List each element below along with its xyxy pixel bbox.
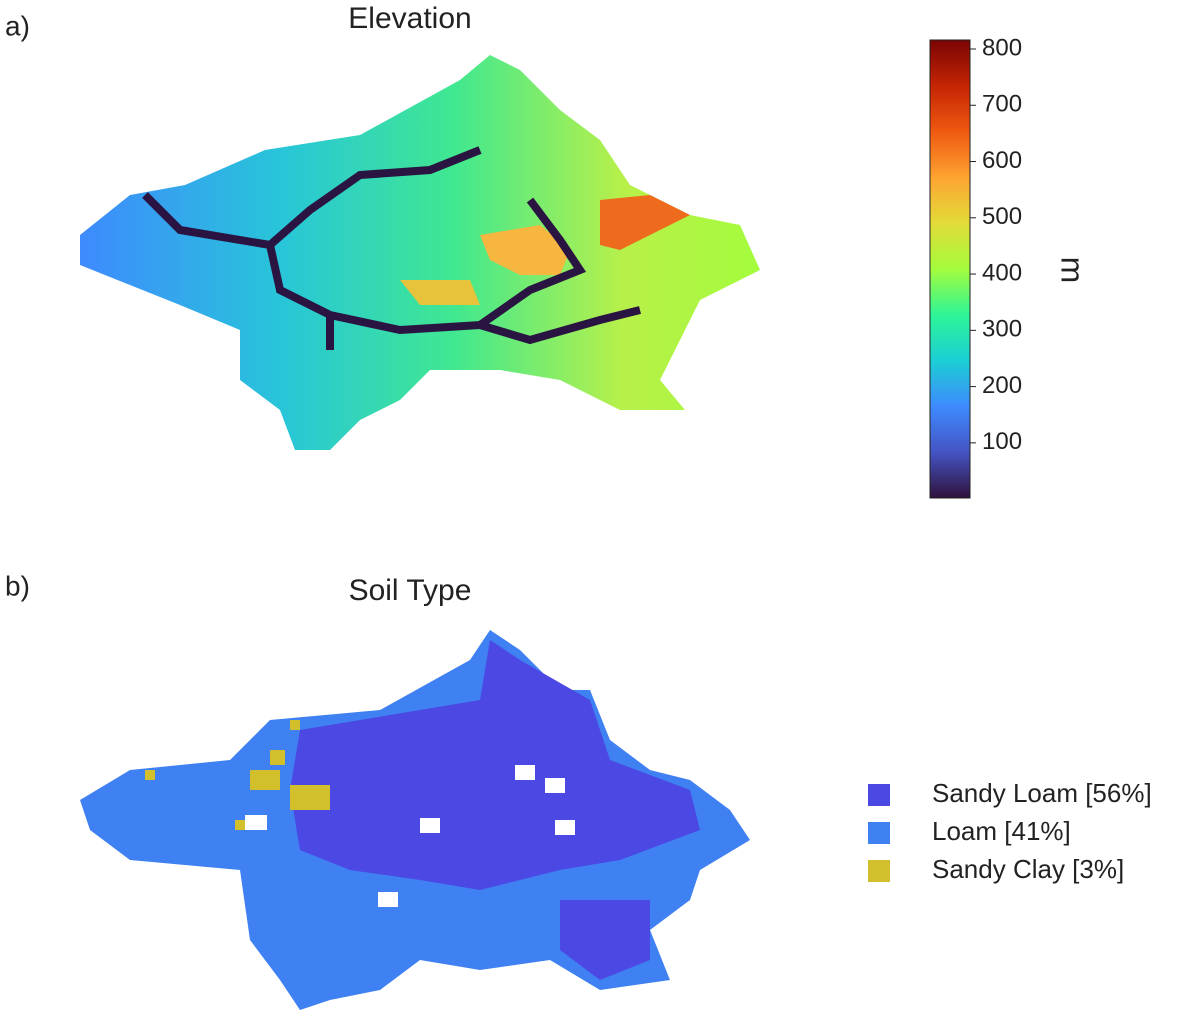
colorbar-tick-label: 300 (982, 316, 1022, 343)
panel-title: Elevation (348, 2, 471, 35)
legend-swatch (868, 822, 890, 844)
colorbar-label: m (1055, 257, 1091, 284)
legend-label: Sandy Clay [3%] (932, 854, 1124, 884)
elevation-map (80, 55, 760, 450)
colorbar-tick-label: 100 (982, 428, 1022, 455)
colorbar-tick-label: 700 (982, 91, 1022, 118)
colorbar-tick-label: 200 (982, 372, 1022, 399)
colorbar (929, 39, 971, 499)
soil-map (80, 630, 750, 1010)
legend-swatch (868, 784, 890, 806)
panel-title: Soil Type (349, 574, 472, 607)
colorbar-tick-label: 600 (982, 147, 1022, 174)
colorbar-tick-label: 400 (982, 259, 1022, 286)
legend-swatch (868, 860, 890, 882)
colorbar-tick-label: 500 (982, 203, 1022, 230)
legend-label: Sandy Loam [56%] (932, 778, 1152, 808)
panel-label: a) (5, 10, 30, 41)
legend-label: Loam [41%] (932, 816, 1071, 846)
panel-label: b) (5, 570, 30, 601)
colorbar-tick-label: 800 (982, 34, 1022, 61)
